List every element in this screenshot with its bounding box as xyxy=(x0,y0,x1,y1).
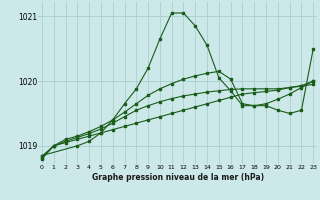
X-axis label: Graphe pression niveau de la mer (hPa): Graphe pression niveau de la mer (hPa) xyxy=(92,173,264,182)
